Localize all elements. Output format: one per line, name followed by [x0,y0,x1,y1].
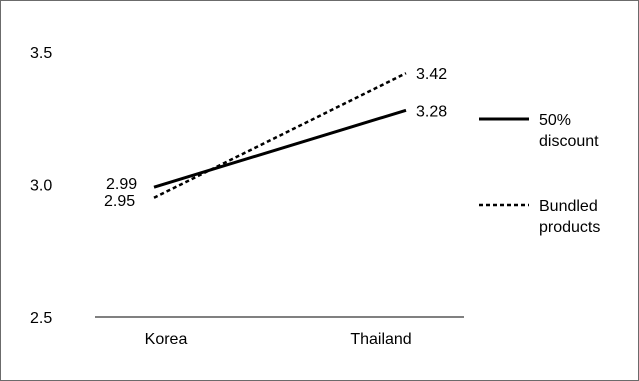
y-tick-label: 3.5 [30,45,52,62]
y-tick-label: 3.0 [30,178,52,195]
legend-label: Bundled [539,198,598,215]
legend-label: products [539,219,600,236]
data-label: 2.99 [106,176,137,193]
series-line-bundled-products [153,72,407,199]
data-label: 3.28 [416,103,447,120]
data-label: 2.95 [104,193,135,210]
legend-label: 50% [539,112,571,129]
y-tick-label: 2.5 [30,310,52,327]
legend-label: discount [539,133,599,150]
x-tick-label: Korea [145,331,188,348]
data-label: 3.42 [416,66,447,83]
x-tick-label: Thailand [350,331,411,348]
series-line-50-discount [153,108,407,189]
